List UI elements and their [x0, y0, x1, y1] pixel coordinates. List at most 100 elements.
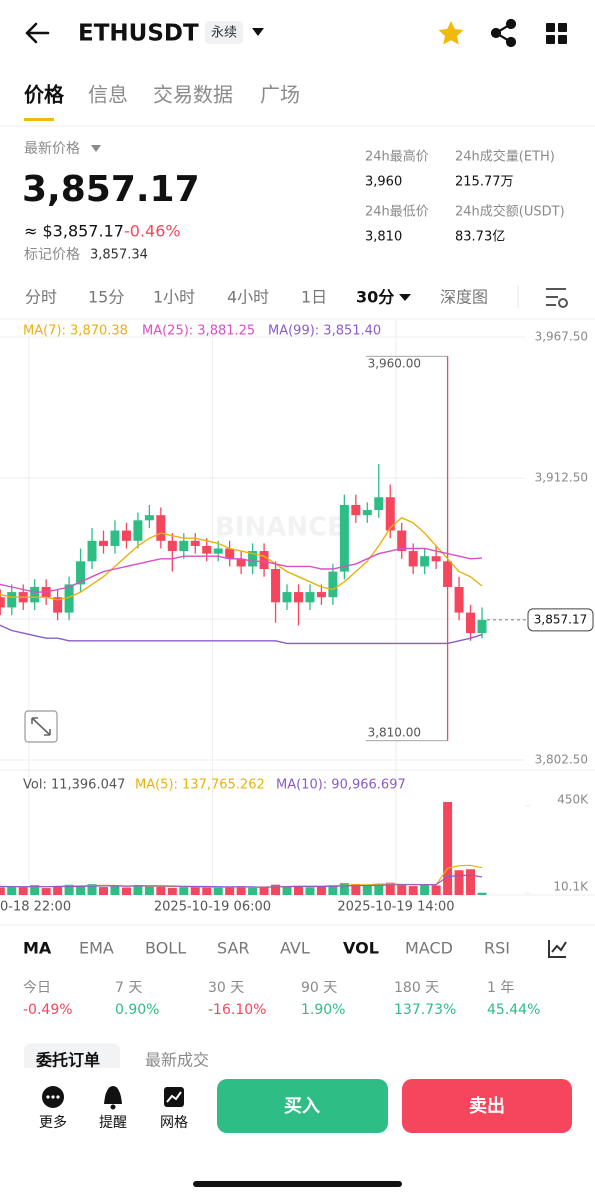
- volume-bar: [248, 887, 258, 895]
- candle-body: [351, 504, 361, 516]
- buy-button[interactable]: [217, 1079, 388, 1133]
- volume-bar: [110, 885, 120, 895]
- tab[interactable]: 广场: [260, 83, 300, 107]
- home-indicator: [193, 1181, 402, 1187]
- interval[interactable]: 30分: [356, 288, 394, 307]
- more-icon[interactable]: [42, 1086, 64, 1108]
- indicator-tab[interactable]: EMA: [79, 939, 114, 958]
- grid-label[interactable]: 网格: [160, 1115, 188, 1131]
- badge: 永续: [211, 26, 237, 41]
- vol-ma-line: [0, 874, 483, 888]
- interval[interactable]: 15分: [88, 288, 124, 307]
- volume-bar: [374, 883, 384, 895]
- label-caret[interactable]: [91, 145, 101, 152]
- volume-bar: [259, 887, 269, 895]
- period-change: 137.73%: [394, 1002, 456, 1018]
- ma-line: [0, 516, 483, 601]
- x-tick-label: 2025-10-19 14:00: [337, 900, 454, 915]
- order-tab[interactable]: 最新成交: [145, 1051, 209, 1070]
- interval[interactable]: 1小时: [153, 288, 195, 307]
- volume-bar: [225, 887, 235, 895]
- volume-label: Vol: 11,396.047: [23, 778, 125, 793]
- back-button[interactable]: [25, 22, 50, 44]
- candle-body: [339, 504, 349, 572]
- legend-entry: MA(10): 90,966.697: [276, 778, 406, 793]
- interval-caret[interactable]: [399, 294, 411, 301]
- favorite-icon[interactable]: [438, 21, 464, 45]
- grid-icon[interactable]: [164, 1087, 184, 1107]
- volume-bar: [316, 886, 326, 895]
- volume-bar: [179, 887, 189, 895]
- candle-body: [293, 592, 303, 603]
- ma-line: [0, 547, 483, 593]
- volume-bar: [443, 801, 453, 895]
- indicator-tab[interactable]: RSI: [484, 939, 510, 958]
- volume-bar: [99, 887, 108, 895]
- volume-bar: [408, 886, 418, 895]
- alert-label[interactable]: 提醒: [99, 1115, 127, 1131]
- expand-button[interactable]: [24, 710, 58, 743]
- layout-icon[interactable]: [546, 23, 567, 44]
- volume-bar: [351, 884, 361, 895]
- symbol[interactable]: ETHUSDT: [78, 21, 199, 47]
- candle-body: [316, 592, 326, 598]
- stat-value: 3,810: [365, 230, 402, 245]
- candle-body: [30, 586, 40, 603]
- x-tick-label: 0-18 22:00: [0, 900, 71, 915]
- tab[interactable]: 信息: [88, 83, 128, 107]
- candle-body: [454, 586, 464, 613]
- tab[interactable]: 交易数据: [153, 83, 233, 107]
- sell-button[interactable]: [402, 1079, 572, 1133]
- sell-label[interactable]: 卖出: [469, 1095, 505, 1117]
- interval[interactable]: 1日: [301, 288, 327, 307]
- interval[interactable]: 4小时: [227, 288, 269, 307]
- legend-entry: MA(25): 3,881.25: [142, 324, 255, 339]
- candle-body: [385, 497, 395, 531]
- alert-icon[interactable]: [104, 1086, 122, 1110]
- indicator-tab[interactable]: VOL: [343, 939, 379, 958]
- chart-settings-icon[interactable]: [546, 288, 568, 308]
- candle-body: [362, 510, 372, 516]
- tab[interactable]: 价格: [24, 83, 65, 107]
- buy-label[interactable]: 买入: [284, 1096, 320, 1117]
- volume-bar: [133, 885, 143, 895]
- symbol-caret[interactable]: [252, 28, 264, 36]
- ma-line: [0, 624, 483, 645]
- more-label[interactable]: 更多: [39, 1114, 67, 1131]
- y-tick-label: 3,967.50: [535, 330, 588, 344]
- indicator-tab[interactable]: AVL: [280, 939, 310, 958]
- mark-price-label: 标记价格: [24, 247, 80, 263]
- candle-body: [374, 497, 384, 511]
- candle-body: [87, 540, 97, 562]
- period-label: 30 天: [208, 980, 244, 996]
- last-price-tag: [527, 608, 594, 632]
- volume-bar: [64, 884, 74, 895]
- stat-label: 24h成交量(ETH): [455, 149, 555, 165]
- x-tick-label: 2025-10-19 06:00: [154, 900, 271, 915]
- interval[interactable]: 分时: [25, 288, 57, 307]
- volume-bar: [121, 887, 131, 895]
- volume-bar: [53, 886, 63, 895]
- volume-bar: [190, 886, 200, 895]
- y-tick-label: 3,912.50: [535, 471, 588, 485]
- interval[interactable]: 深度图: [440, 288, 488, 307]
- indicator-tab[interactable]: BOLL: [145, 939, 186, 958]
- volume-bar: [76, 885, 86, 895]
- volume-bar: [144, 885, 154, 895]
- period-label: 180 天: [394, 980, 439, 996]
- volume-bar: [420, 884, 430, 895]
- candle-body: [7, 592, 17, 608]
- indicator-tab[interactable]: MA: [23, 939, 52, 958]
- indicator-tab[interactable]: MACD: [405, 939, 453, 958]
- volume-bar: [466, 869, 476, 895]
- share-icon[interactable]: [490, 18, 517, 48]
- candle-body: [133, 520, 143, 541]
- order-tab[interactable]: 委托订单: [35, 1051, 100, 1070]
- indicator-tab[interactable]: SAR: [217, 939, 250, 958]
- stat-label: 24h成交额(USDT): [455, 204, 565, 220]
- period-change: 1.90%: [301, 1002, 345, 1018]
- volume-bar: [30, 885, 40, 895]
- indicator-settings-icon[interactable]: [548, 940, 567, 958]
- legend-entry: MA(99): 3,851.40: [268, 324, 381, 339]
- candle-body: [248, 551, 258, 567]
